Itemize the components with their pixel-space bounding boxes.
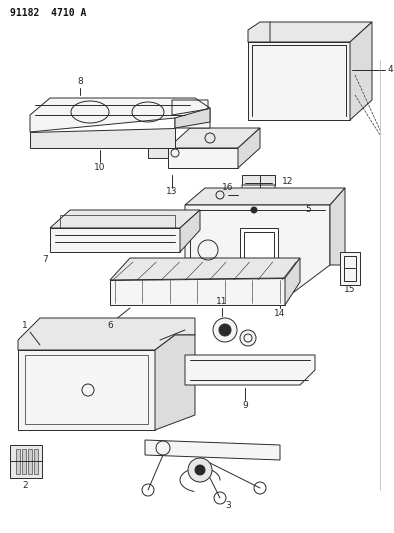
- Text: 5: 5: [305, 206, 311, 214]
- Text: 14: 14: [274, 310, 286, 319]
- Polygon shape: [340, 252, 360, 285]
- Polygon shape: [330, 188, 345, 265]
- Text: 10: 10: [94, 164, 106, 173]
- Text: 13: 13: [166, 188, 178, 197]
- Text: 11: 11: [216, 297, 228, 306]
- Polygon shape: [30, 128, 175, 148]
- Polygon shape: [238, 128, 260, 168]
- Circle shape: [195, 465, 205, 475]
- Text: 9: 9: [242, 401, 248, 410]
- Polygon shape: [248, 42, 350, 120]
- Text: 6: 6: [107, 321, 113, 330]
- Polygon shape: [50, 210, 200, 228]
- Polygon shape: [240, 228, 278, 262]
- Polygon shape: [175, 108, 210, 128]
- Text: 91182  4710 A: 91182 4710 A: [10, 8, 86, 18]
- Text: 12: 12: [282, 177, 294, 187]
- Circle shape: [251, 207, 257, 213]
- Polygon shape: [16, 449, 20, 474]
- Polygon shape: [350, 22, 372, 120]
- Polygon shape: [185, 188, 345, 205]
- Polygon shape: [148, 145, 168, 158]
- Polygon shape: [18, 350, 155, 430]
- Text: 16: 16: [222, 183, 234, 192]
- Polygon shape: [250, 205, 266, 215]
- Polygon shape: [180, 210, 200, 252]
- Polygon shape: [248, 22, 270, 42]
- Polygon shape: [10, 445, 42, 478]
- Polygon shape: [242, 175, 275, 185]
- Polygon shape: [168, 128, 260, 148]
- Polygon shape: [155, 335, 195, 430]
- Circle shape: [213, 318, 237, 342]
- Polygon shape: [285, 258, 300, 305]
- Circle shape: [240, 330, 256, 346]
- Text: 7: 7: [42, 255, 48, 264]
- Polygon shape: [168, 148, 238, 168]
- Polygon shape: [185, 205, 330, 295]
- Polygon shape: [145, 440, 280, 460]
- Text: 4: 4: [387, 66, 393, 75]
- Polygon shape: [22, 449, 26, 474]
- Text: 1: 1: [22, 321, 28, 330]
- Text: 15: 15: [344, 286, 356, 295]
- Polygon shape: [110, 278, 285, 305]
- Polygon shape: [28, 449, 32, 474]
- Polygon shape: [248, 22, 372, 42]
- Polygon shape: [242, 185, 275, 192]
- Polygon shape: [50, 228, 180, 252]
- Text: 2: 2: [22, 481, 28, 489]
- Text: 8: 8: [77, 77, 83, 86]
- Polygon shape: [30, 98, 210, 132]
- Circle shape: [188, 458, 212, 482]
- Circle shape: [219, 324, 231, 336]
- Polygon shape: [110, 258, 300, 280]
- Polygon shape: [18, 318, 195, 350]
- Polygon shape: [185, 355, 315, 385]
- Polygon shape: [34, 449, 38, 474]
- Text: 3: 3: [225, 500, 231, 510]
